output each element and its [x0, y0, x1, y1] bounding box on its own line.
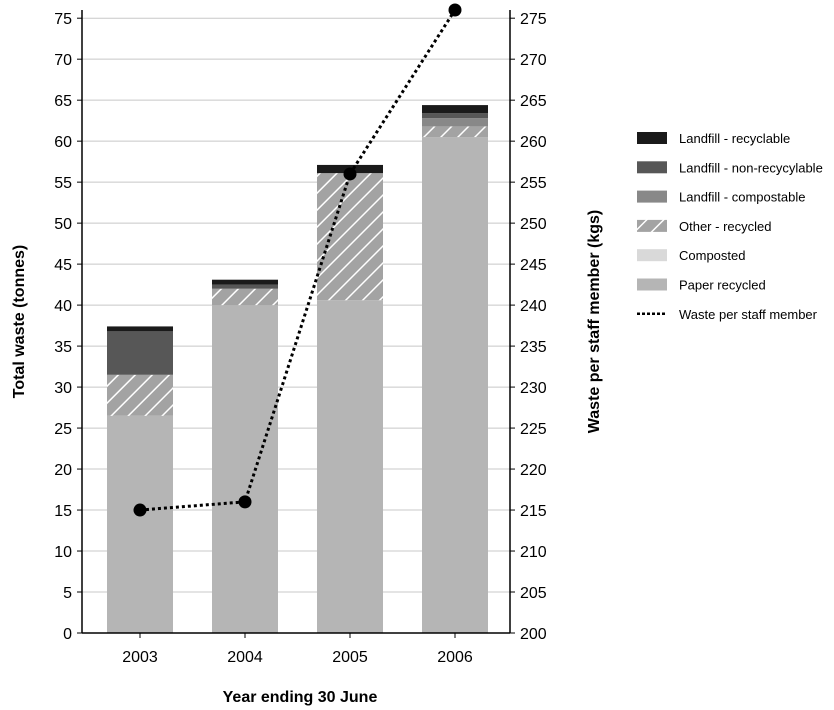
point-2005	[343, 167, 357, 181]
y-tick-label: 20	[54, 462, 72, 479]
x-tick-label: 2004	[227, 649, 263, 666]
x-tick-label: 2003	[122, 649, 158, 666]
bars	[107, 105, 488, 633]
bar-2004-other-recycled	[212, 288, 278, 306]
y2-tick-label: 265	[520, 93, 547, 110]
legend-item-composted: Composted	[637, 248, 745, 263]
bar-2006-landfill-compostable	[422, 118, 488, 127]
legend-label: Waste per staff member	[679, 307, 818, 322]
point-2003	[133, 503, 147, 517]
y-tick-label: 30	[54, 380, 72, 397]
bar-2004-paper-recycled	[212, 305, 278, 633]
legend-label: Landfill - compostable	[679, 190, 805, 205]
legend-swatch	[637, 249, 667, 262]
point-2006	[448, 3, 462, 17]
legend-label: Other - recycled	[679, 219, 771, 234]
legend: Landfill - recyclable Landfill - non-recy…	[637, 131, 823, 322]
legend-swatch	[637, 190, 667, 203]
bar-2005-paper-recycled	[317, 300, 383, 633]
legend-item-landfill-recyclable: Landfill - recyclable	[637, 131, 790, 146]
legend-label: Composted	[679, 248, 745, 263]
y-tick-label: 35	[54, 339, 72, 356]
x-tick-label: 2006	[437, 649, 473, 666]
y2-axis-title: Waste per staff member (kgs)	[586, 210, 603, 433]
bar-2004-landfill-non-recycylable	[212, 284, 278, 289]
y2-tick-label: 205	[520, 585, 547, 602]
bar-2003-other-recycled	[107, 374, 173, 416]
y2-tick-label: 245	[520, 257, 547, 274]
y-tick-label: 10	[54, 544, 72, 561]
bar-2005-other-recycled	[317, 173, 383, 301]
y-tick-label: 70	[54, 52, 72, 69]
y2-tick-label: 210	[520, 544, 547, 561]
y2-tick-label: 240	[520, 298, 547, 315]
legend-label: Landfill - non-recycylable	[679, 160, 823, 175]
y-tick-label: 45	[54, 257, 72, 274]
bar-2004-landfill-recyclable	[212, 279, 278, 285]
y2-tick-label: 250	[520, 216, 547, 233]
y2-tick-label: 255	[520, 175, 547, 192]
bar-2006-landfill-recyclable	[422, 105, 488, 114]
bar-2006-paper-recycled	[422, 137, 488, 633]
bar-2003-landfill-non-recycylable	[107, 331, 173, 375]
y2-tick-label: 270	[520, 52, 547, 69]
legend-item-waste-per-staff-member: Waste per staff member	[637, 307, 818, 322]
y2-tick-label: 220	[520, 462, 547, 479]
legend-item-paper-recycled: Paper recycled	[637, 278, 766, 293]
y-tick-label: 25	[54, 421, 72, 438]
legend-label: Paper recycled	[679, 278, 766, 293]
y2-tick-label: 235	[520, 339, 547, 356]
y2-tick-label: 275	[520, 11, 547, 28]
y-tick-label: 0	[63, 626, 72, 643]
y-tick-label: 15	[54, 503, 72, 520]
axes	[77, 10, 515, 638]
legend-swatch	[637, 132, 667, 144]
x-axis-title: Year ending 30 June	[223, 689, 378, 706]
y2-tick-label: 225	[520, 421, 547, 438]
y-tick-label: 75	[54, 11, 72, 28]
y-tick-label: 65	[54, 93, 72, 110]
y2-tick-label: 215	[520, 503, 547, 520]
legend-swatch	[637, 219, 667, 232]
waste-per-staff-line	[133, 3, 462, 517]
x-tick-label: 2005	[332, 649, 368, 666]
legend-item-landfill-non-recycylable: Landfill - non-recycylable	[637, 160, 823, 175]
legend-item-landfill-compostable: Landfill - compostable	[637, 190, 805, 205]
bar-2006-landfill-non-recycylable	[422, 113, 488, 119]
y2-tick-label: 200	[520, 626, 547, 643]
point-2004	[238, 495, 252, 509]
bar-2003-landfill-recyclable	[107, 326, 173, 332]
legend-label: Landfill - recyclable	[679, 131, 790, 146]
bar-2006-other-recycled	[422, 126, 488, 138]
legend-swatch	[637, 161, 667, 174]
legend-item-other-recycled: Other - recycled	[637, 219, 771, 234]
y-axis-title: Total waste (tonnes)	[11, 245, 28, 399]
y-tick-label: 55	[54, 175, 72, 192]
y-tick-label: 5	[63, 585, 72, 602]
y-tick-label: 60	[54, 134, 72, 151]
y2-tick-label: 230	[520, 380, 547, 397]
y-tick-label: 50	[54, 216, 72, 233]
legend-swatch	[637, 278, 667, 291]
tick-labels: 0 5 10 15 20 25 30 35 40 45 50 55 60 65 70 75 200 205 210 2…	[54, 11, 547, 666]
line-waste-per-staff	[139, 9, 457, 512]
y-tick-label: 40	[54, 298, 72, 315]
bar-2003-paper-recycled	[107, 415, 173, 633]
y2-tick-label: 260	[520, 134, 547, 151]
